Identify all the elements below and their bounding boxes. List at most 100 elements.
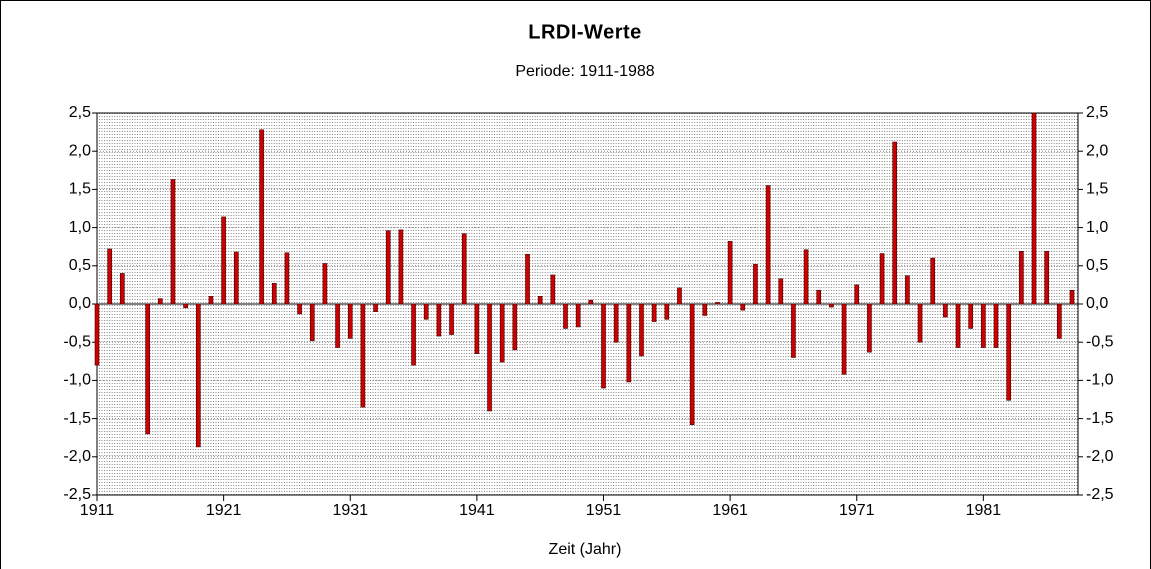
bar: [385, 230, 391, 305]
bar: [158, 298, 163, 305]
bar: [221, 216, 226, 305]
bar: [284, 252, 290, 305]
bar: [120, 273, 125, 305]
x-tick-label: 1971: [839, 502, 875, 519]
bar: [1069, 289, 1075, 305]
y-tick-label: -1,0: [63, 372, 91, 389]
bar: [550, 274, 556, 305]
bar: [879, 253, 885, 305]
bar: [373, 303, 378, 312]
bar: [943, 303, 948, 318]
bar: [791, 303, 796, 358]
bar: [702, 303, 708, 316]
bar: [271, 283, 277, 305]
bar: [753, 263, 758, 305]
bar: [803, 249, 809, 305]
y2-tick-label: -0,5: [1086, 333, 1114, 350]
bar: [981, 303, 986, 348]
bar: [1019, 250, 1024, 305]
y2-tick-label: 1,0: [1086, 219, 1108, 236]
bar: [474, 303, 480, 354]
bar: [145, 303, 150, 435]
bar: [905, 275, 910, 305]
x-tick-label: 1911: [80, 502, 115, 519]
bar: [993, 303, 999, 348]
bar: [1044, 250, 1049, 305]
chart-subtitle: Periode: 1911-1988: [515, 63, 654, 80]
bar: [487, 303, 492, 412]
bar: [664, 303, 670, 320]
y2-tick-label: 1,5: [1086, 181, 1108, 198]
bar: [563, 303, 568, 329]
x-tick-label: 1931: [332, 502, 368, 519]
bar: [740, 303, 746, 311]
bar: [512, 303, 518, 351]
bar: [968, 303, 974, 329]
bar: [677, 287, 682, 305]
bar: [398, 229, 404, 305]
bar: [449, 303, 454, 335]
bar: [525, 254, 530, 305]
y2-tick-label: 2,5: [1086, 104, 1108, 121]
y2-tick-label: -1,0: [1086, 372, 1114, 389]
y2-tick-label: 0,0: [1086, 295, 1108, 312]
y2-tick-label: -2,0: [1086, 448, 1114, 465]
bar: [170, 179, 176, 305]
y-tick-label: -2,5: [63, 486, 91, 503]
bar: [854, 284, 860, 305]
bar: [208, 296, 214, 305]
x-tick-label: 1951: [586, 502, 622, 519]
bar: [537, 296, 543, 305]
y-tick-label: 2,5: [69, 104, 91, 121]
x-tick-label: 1981: [966, 502, 1002, 519]
bar: [651, 303, 657, 322]
bar: [233, 251, 239, 305]
y2-tick-label: 0,5: [1086, 257, 1108, 274]
x-tick-label: 1961: [712, 502, 748, 519]
y-tick-label: 1,0: [69, 219, 91, 236]
x-axis-label: Zeit (Jahr): [549, 541, 622, 558]
y-tick-label: 0,5: [69, 257, 91, 274]
bar: [816, 289, 822, 305]
bar: [892, 141, 898, 305]
bar: [335, 303, 340, 348]
bar: [841, 303, 847, 375]
bar: [322, 263, 328, 305]
y-tick-label: -2,0: [63, 448, 91, 465]
bar: [436, 303, 442, 337]
chart-title: LRDI-Werte: [528, 21, 642, 43]
bar: [195, 303, 201, 448]
bar: [917, 303, 923, 343]
x-tick-label: 1941: [459, 502, 495, 519]
bar: [613, 303, 619, 343]
bar: [423, 303, 429, 320]
bar: [309, 303, 315, 341]
bar: [1031, 112, 1037, 305]
bar: [689, 303, 695, 426]
y-tick-label: 0,0: [69, 295, 91, 312]
bar: [765, 185, 771, 305]
bar: [778, 278, 784, 305]
bar: [639, 303, 644, 357]
y2-tick-label: -2,5: [1086, 486, 1114, 503]
bar: [829, 303, 834, 308]
x-tick-label: 1921: [206, 502, 242, 519]
bar: [601, 303, 606, 389]
bar: [499, 303, 505, 363]
bar: [183, 303, 188, 309]
bar: [955, 303, 961, 348]
y-tick-label: -0,5: [63, 333, 91, 350]
bar: [461, 233, 467, 305]
bar: [411, 303, 416, 366]
bar: [94, 303, 100, 366]
bar: [727, 241, 733, 305]
bar: [575, 303, 581, 328]
y2-tick-label: -1,5: [1086, 410, 1114, 427]
bar: [867, 303, 872, 353]
bar: [1057, 303, 1062, 339]
y2-tick-label: 2,0: [1086, 142, 1108, 159]
bar: [107, 248, 112, 305]
y-tick-label: 2,0: [69, 142, 91, 159]
bar: [626, 303, 632, 383]
